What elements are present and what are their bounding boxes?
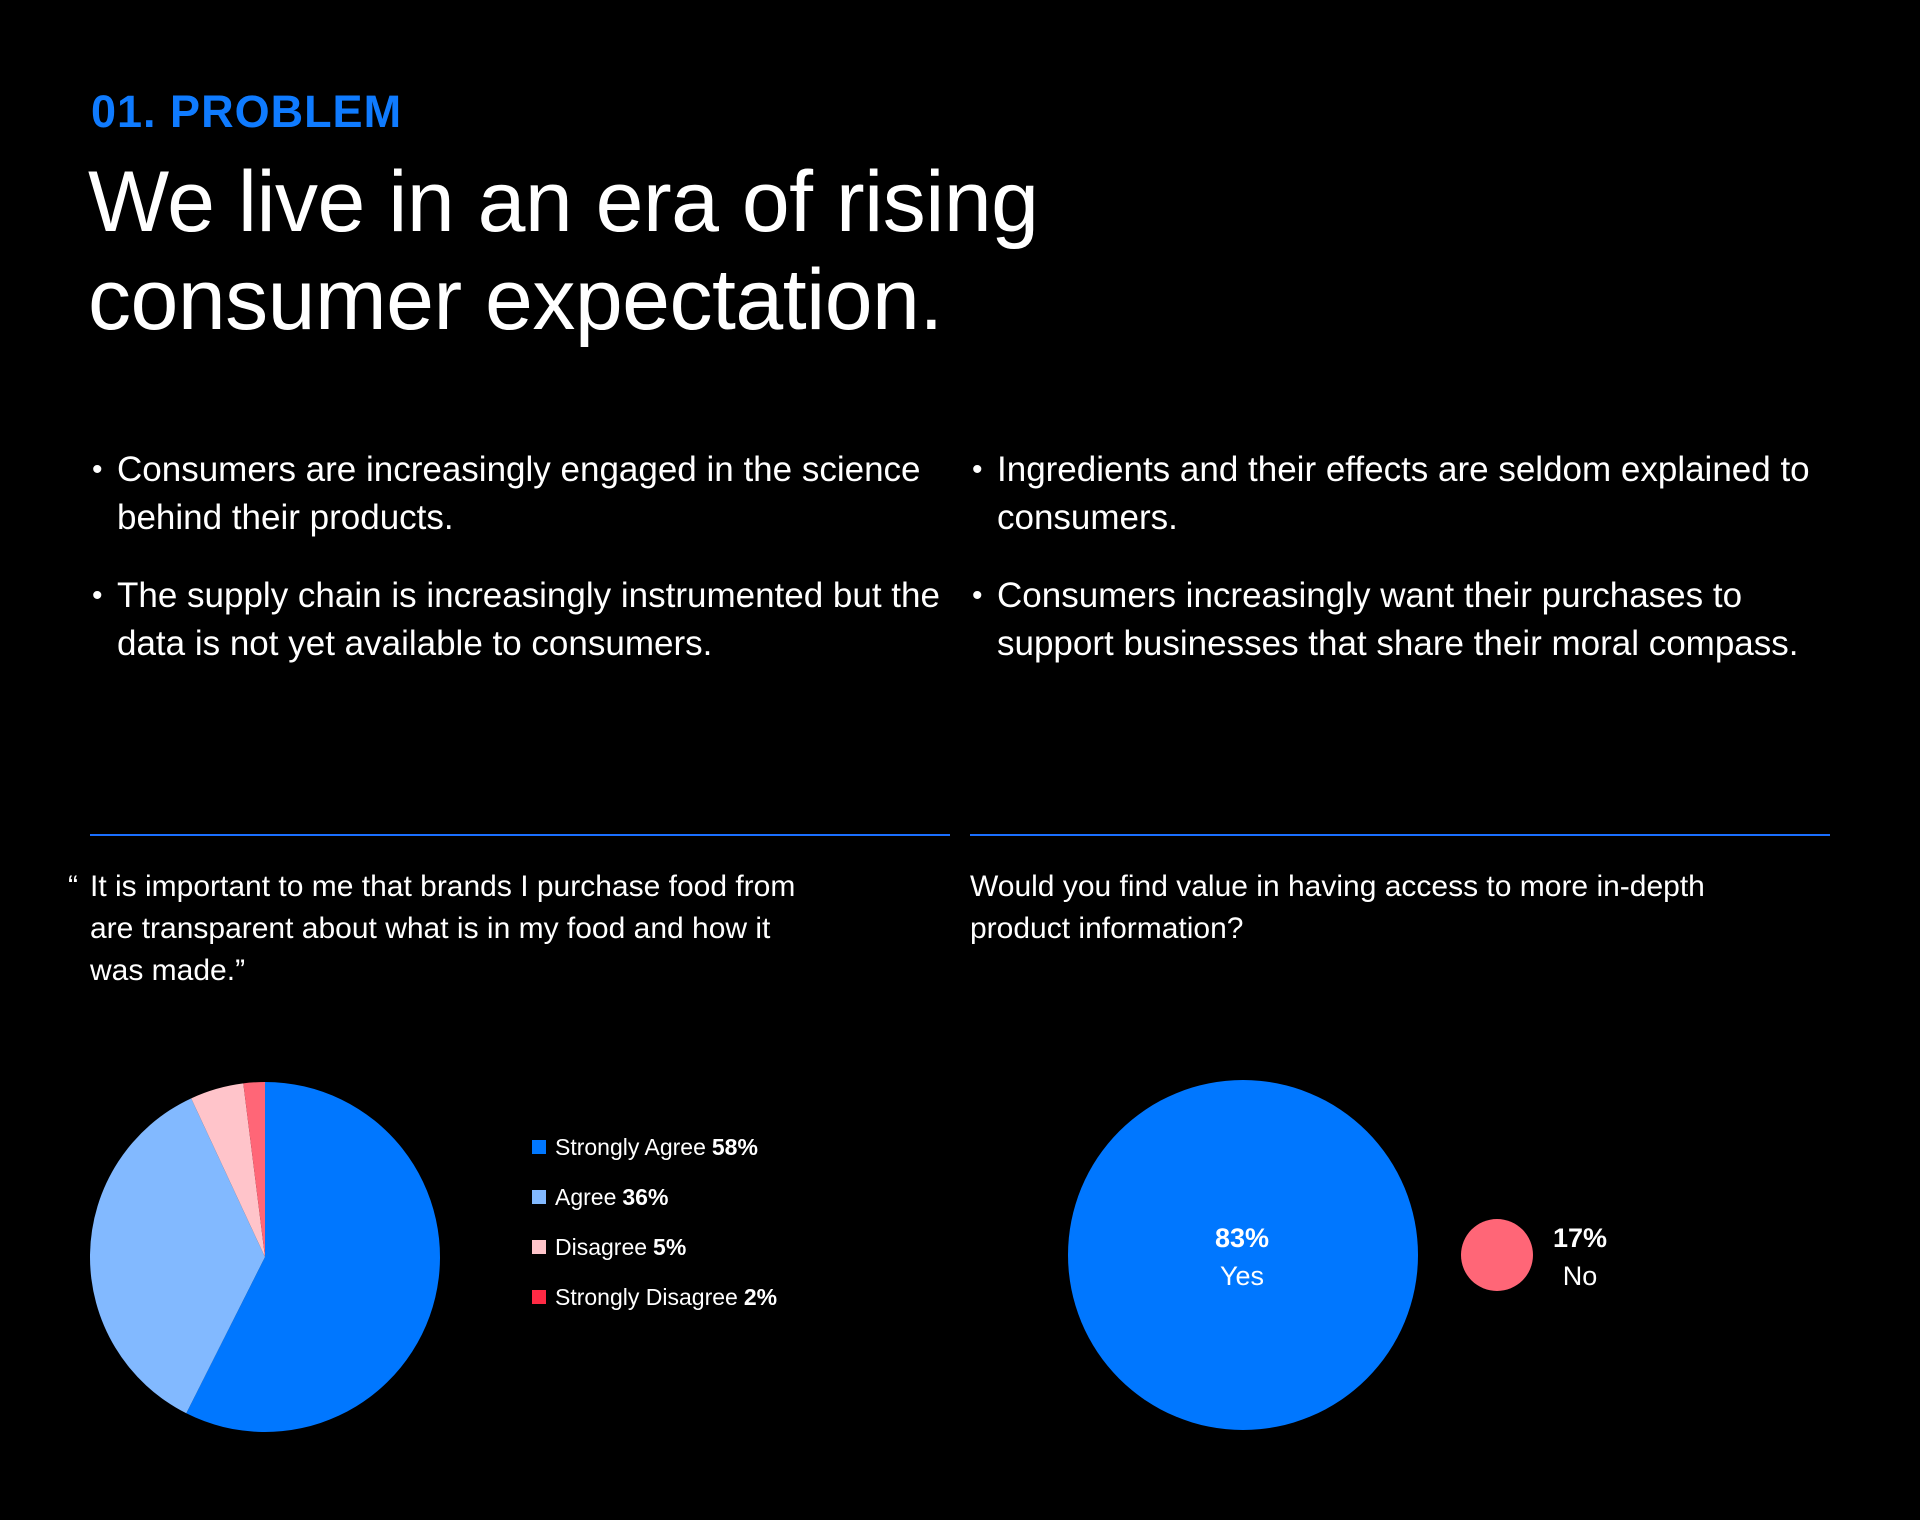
legend-item-strongly-disagree: Strongly Disagree 2% [532,1272,777,1322]
legend-value: 36% [622,1183,669,1210]
bullet-item: • Consumers increasingly want their purch… [970,572,1830,668]
legend-label: Disagree [555,1233,648,1260]
bubble-yes [1068,1080,1418,1430]
bubble-chart-value: 83% Yes 17% No [1068,1080,1607,1430]
bubble-yes-label: Yes [1220,1261,1264,1291]
bullet-text: Consumers are increasingly engaged in th… [117,450,921,537]
divider-right [970,834,1830,836]
legend-item-agree: Agree 36% [532,1172,777,1222]
bullet-text: Consumers increasingly want their purcha… [997,576,1799,663]
bubble-no-label: No [1563,1261,1598,1291]
bubble-yes-value: 83% [1215,1223,1269,1253]
pie-slice-agree [89,1098,265,1414]
legend-value: 58% [711,1133,758,1160]
legend-item-strongly-agree: Strongly Agree 58% [532,1122,777,1172]
bullet-item: • The supply chain is increasingly instru… [90,572,950,668]
page-title: We live in an era of rising consumer exp… [88,154,1039,348]
legend-swatch [532,1190,546,1204]
legend-label: Strongly Disagree [555,1283,738,1310]
pie-slice-strongly-agree [186,1082,440,1432]
legend-item-disagree: Disagree 5% [532,1222,777,1272]
survey-question: Would you find value in having access to… [970,870,1705,945]
bullet-text: The supply chain is increasingly instrum… [117,576,940,663]
bullet-list-right: • Ingredients and their effects are seldo… [970,446,1830,698]
bubble-no [1461,1219,1533,1291]
pie-slice-disagree [191,1083,265,1257]
bullet-icon: • [92,453,103,486]
bullet-item: • Consumers are increasingly engaged in t… [90,446,950,542]
open-quote-mark: “ [68,870,78,903]
quote-text: It is important to me that brands I purc… [90,870,796,987]
legend-swatch [532,1140,546,1154]
legend-swatch [532,1240,546,1254]
legend-value: 5% [653,1233,687,1260]
legend-label: Agree [555,1183,617,1210]
bullet-text: Ingredients and their effects are seldom… [997,450,1810,537]
pie-legend: Strongly Agree 58% Agree 36% Disagree 5%… [532,1122,777,1322]
pie-chart-agreement [89,1082,440,1432]
divider-left [90,834,950,836]
bullet-item: • Ingredients and their effects are seldo… [970,446,1830,542]
legend-label: Strongly Agree [555,1133,706,1160]
legend-swatch [532,1290,546,1304]
section-label: 01. PROBLEM [91,86,403,137]
bullet-icon: • [92,579,103,612]
bullet-icon: • [972,453,983,486]
legend-value: 2% [743,1283,778,1310]
bullet-icon: • [972,579,983,612]
bullet-list-left: • Consumers are increasingly engaged in t… [90,446,950,698]
bubble-no-value: 17% [1553,1223,1607,1253]
survey-quote: “ It is important to me that brands I pu… [68,866,810,992]
pie-slice-strongly-disagree [243,1082,265,1257]
